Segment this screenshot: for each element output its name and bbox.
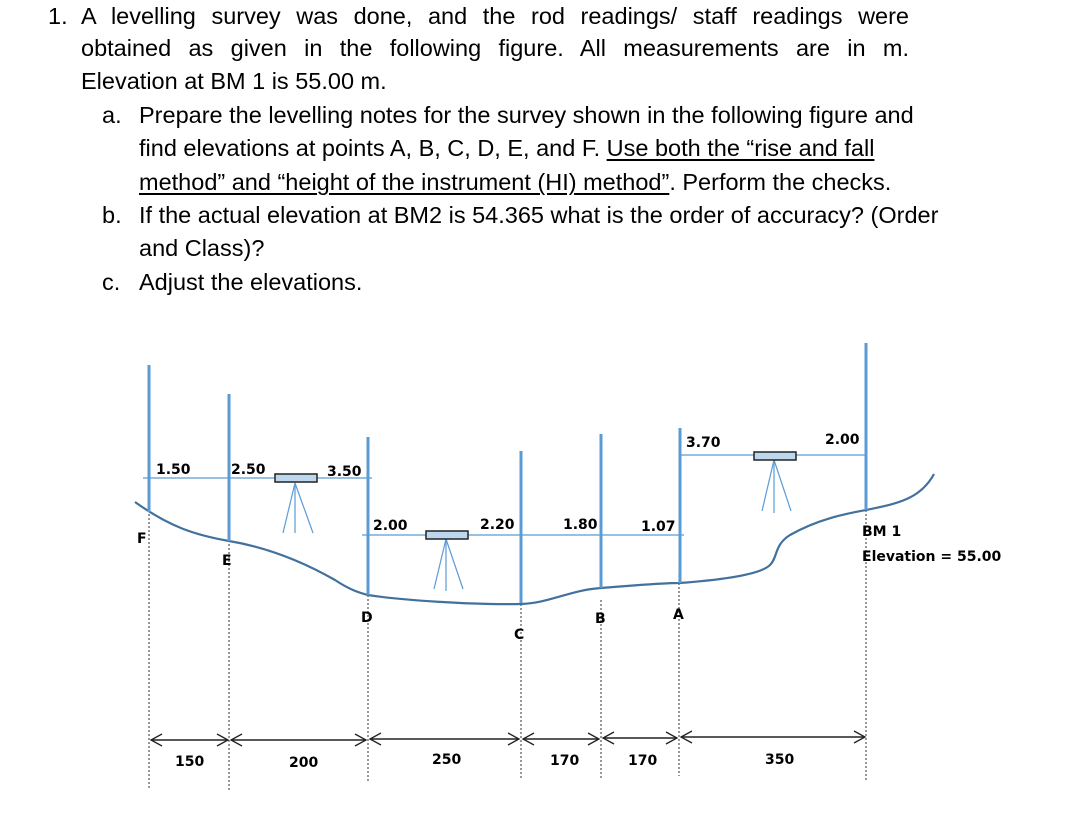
reading-D-backsight: 2.00 bbox=[373, 518, 408, 534]
level-instrument-1 bbox=[274, 473, 318, 534]
part-a-line-1: Prepare the levelling notes for the surv… bbox=[139, 102, 914, 128]
part-b-label: b. bbox=[102, 202, 122, 228]
distance-arrows bbox=[149, 730, 867, 747]
part-c-label: c. bbox=[102, 269, 121, 295]
point-label-B: B bbox=[595, 611, 606, 627]
point-label-F: F bbox=[137, 531, 147, 547]
reading-A-backsight: 3.70 bbox=[686, 435, 721, 451]
part-a-line-3: method” and “height of the instrument (H… bbox=[139, 166, 891, 199]
intro-line-3: Elevation at BM 1 is 55.00 m. bbox=[81, 68, 387, 94]
reading-BM1: 2.00 bbox=[825, 432, 860, 448]
reading-F: 1.50 bbox=[156, 462, 191, 478]
point-label-E: E bbox=[222, 553, 232, 569]
distance-D-C: 250 bbox=[432, 752, 461, 768]
level-instrument-2 bbox=[425, 530, 469, 591]
distance-B-A: 170 bbox=[628, 753, 657, 769]
point-label-A: A bbox=[673, 607, 684, 623]
part-a-line-2-text: find elevations at points A, B, C, D, E,… bbox=[139, 135, 607, 161]
reading-D-foresight: 3.50 bbox=[327, 464, 362, 480]
reading-B: 1.80 bbox=[563, 517, 598, 533]
ground-profile bbox=[134, 473, 935, 606]
distance-A-BM1: 350 bbox=[765, 752, 794, 768]
reading-E: 2.50 bbox=[231, 462, 266, 478]
part-c-line-1: Adjust the elevations. bbox=[139, 269, 363, 295]
part-a-method-instruction: Use both the “rise and fall bbox=[606, 135, 875, 161]
intro-line-1: A levelling survey was done, and the rod… bbox=[81, 3, 909, 29]
question-number: 1. bbox=[48, 3, 68, 29]
reading-C: 2.20 bbox=[480, 517, 515, 533]
level-instrument-3 bbox=[753, 451, 797, 513]
reading-A-foresight: 1.07 bbox=[641, 519, 676, 535]
point-label-D: D bbox=[361, 610, 373, 626]
part-b-line-2: and Class)? bbox=[139, 235, 265, 261]
intro-line-2: obtained as given in the following figur… bbox=[81, 35, 909, 61]
station-dotted-lines bbox=[148, 510, 867, 790]
distance-F-E: 150 bbox=[175, 754, 204, 770]
part-b-line-1: If the actual elevation at BM2 is 54.365… bbox=[139, 202, 939, 228]
benchmark-elevation: Elevation = 55.00 bbox=[862, 549, 1002, 565]
part-a-method-instruction-cont: method” and “height of the instrument (H… bbox=[139, 169, 670, 195]
distance-E-D: 200 bbox=[289, 755, 318, 771]
part-a-line-2: find elevations at points A, B, C, D, E,… bbox=[139, 132, 874, 165]
distance-C-B: 170 bbox=[550, 753, 579, 769]
benchmark-label: BM 1 bbox=[862, 524, 901, 540]
point-label-C: C bbox=[514, 627, 524, 643]
part-a-label: a. bbox=[102, 102, 122, 128]
levelling-staves bbox=[147, 343, 868, 603]
part-a-line-3-text: . Perform the checks. bbox=[669, 169, 892, 195]
